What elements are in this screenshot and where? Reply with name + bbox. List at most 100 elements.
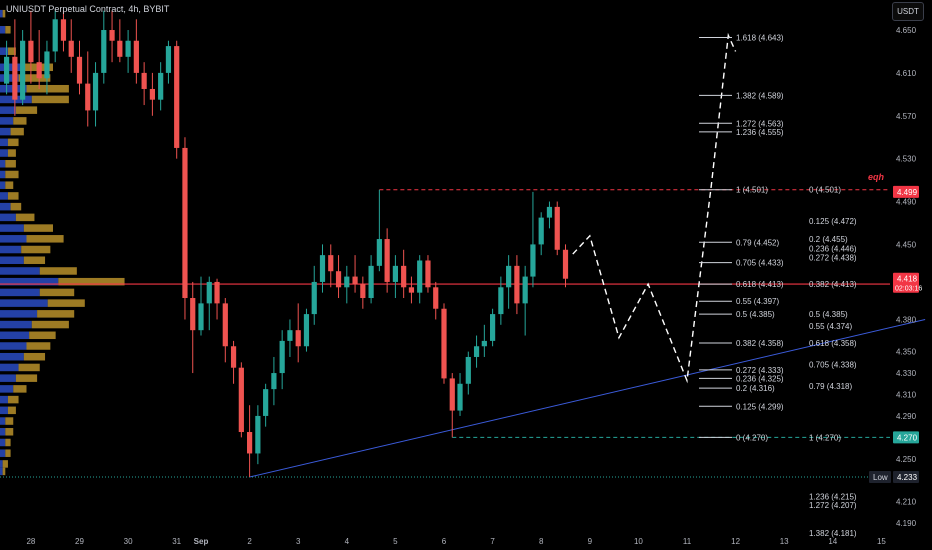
x-axis-tick-label: 2 xyxy=(247,537,252,546)
y-axis-tick-label: 4.610 xyxy=(896,69,917,78)
candle-body xyxy=(481,340,487,347)
candle-body xyxy=(247,432,253,454)
candle-body xyxy=(401,265,407,288)
volume-profile-buy-bar xyxy=(0,428,6,436)
volume-profile-buy-bar xyxy=(0,138,8,147)
candle-body xyxy=(68,40,74,57)
candle-body xyxy=(311,281,317,315)
candle-body xyxy=(328,255,334,272)
x-axis-tick-label: 9 xyxy=(588,537,593,546)
candle-body xyxy=(4,56,10,84)
fib-level-label: 0 (4.501) xyxy=(809,186,841,195)
candle-body xyxy=(498,287,504,315)
fib-level-label: 0.55 (4.397) xyxy=(736,297,779,306)
fib-level-label: 0.382 (4.358) xyxy=(736,339,784,348)
volume-profile-sell-bar xyxy=(18,363,40,372)
candle-body xyxy=(295,330,301,347)
y-axis-tick-label: 4.290 xyxy=(896,412,917,421)
price-label-text: 4.418 xyxy=(897,275,918,284)
volume-profile-buy-bar xyxy=(0,170,6,179)
y-axis-tick-label: 4.310 xyxy=(896,390,917,399)
fib-level-label: 1 (4.270) xyxy=(809,433,841,442)
candle-body xyxy=(190,298,196,331)
candle-body xyxy=(473,346,480,357)
fib-level-label: 0 (4.270) xyxy=(736,433,768,442)
candle-body xyxy=(52,19,58,52)
volume-profile-buy-bar xyxy=(0,106,16,114)
candle-body xyxy=(352,276,358,285)
candle-body xyxy=(408,287,415,293)
fib-level-label: 0.79 (4.318) xyxy=(809,382,852,391)
volume-profile-buy-bar xyxy=(0,288,40,297)
volume-profile-sell-bar xyxy=(7,395,19,404)
candle-body xyxy=(101,30,107,73)
x-axis-tick-label: 29 xyxy=(75,537,84,546)
volume-profile-buy-bar xyxy=(0,374,16,382)
x-axis-tick-label: 30 xyxy=(124,537,133,546)
candle-body xyxy=(222,303,228,347)
volume-profile-buy-bar xyxy=(0,449,6,457)
volume-profile-buy-bar xyxy=(0,256,24,264)
volume-profile-buy-bar xyxy=(0,160,6,168)
volume-profile-sell-bar xyxy=(2,9,6,18)
volume-profile-buy-bar xyxy=(0,149,8,157)
candle-body xyxy=(158,72,164,100)
x-axis-tick-label: 28 xyxy=(26,537,35,546)
y-axis-tick-label: 4.190 xyxy=(896,519,917,528)
candle-body xyxy=(465,356,471,384)
fib-level-label: 0.382 (4.413) xyxy=(809,280,857,289)
volume-profile-sell-bar xyxy=(7,406,16,415)
y-axis-tick-label: 4.330 xyxy=(896,369,917,378)
price-label-badge xyxy=(893,471,919,484)
volume-profile-buy-bar xyxy=(0,460,3,468)
volume-profile-buy-bar xyxy=(0,117,14,125)
x-axis-tick-label: 10 xyxy=(634,537,643,546)
volume-profile-buy-bar xyxy=(0,26,6,34)
trend-line xyxy=(249,318,926,478)
volume-profile-buy-bar xyxy=(0,310,38,318)
currency-button[interactable]: USDT xyxy=(892,2,924,21)
projection-path xyxy=(572,32,737,384)
symbol-title: UNIUSDT Perpetual Contract, 4h, BYBIT xyxy=(6,4,170,14)
candle-body xyxy=(263,389,269,416)
candle-body xyxy=(60,19,67,41)
fib-level-label: 0.2 (4.316) xyxy=(736,384,775,393)
volume-profile-buy-bar xyxy=(0,342,27,350)
candle-body xyxy=(20,40,26,100)
y-axis-tick-label: 4.490 xyxy=(896,198,917,207)
volume-profile-buy-bar xyxy=(0,385,14,393)
candle-body xyxy=(514,265,520,304)
volume-profile-sell-bar xyxy=(15,374,38,382)
low-tag-badge xyxy=(869,471,891,484)
x-axis-tick-label: 3 xyxy=(296,537,301,546)
candle-body xyxy=(384,239,390,282)
candle-body xyxy=(141,72,147,89)
volume-profile-buy-bar xyxy=(0,363,19,372)
y-axis-tick-label: 4.380 xyxy=(896,315,917,324)
volume-profile-sell-bar xyxy=(5,417,14,425)
candle-body xyxy=(279,340,285,374)
candle-body xyxy=(522,276,528,304)
volume-profile-buy-bar xyxy=(0,277,59,286)
volume-profile-buy-bar xyxy=(0,438,6,447)
candle-body xyxy=(28,40,34,63)
candle-body xyxy=(12,56,18,100)
volume-profile-sell-bar xyxy=(7,138,19,147)
volume-profile-sell-bar xyxy=(39,288,75,297)
y-axis-tick-label: 4.450 xyxy=(896,240,917,249)
candle-body xyxy=(368,265,374,299)
fib-level-label: 1.272 (4.207) xyxy=(809,501,857,510)
candle-body xyxy=(392,265,398,282)
candle-body xyxy=(165,46,172,73)
y-axis-tick-label: 4.530 xyxy=(896,155,917,164)
candle-body xyxy=(376,239,382,266)
volume-profile-sell-bar xyxy=(2,467,6,476)
volume-profile-buy-bar xyxy=(0,299,48,307)
volume-profile-sell-bar xyxy=(15,106,38,114)
volume-profile-buy-bar xyxy=(0,406,8,415)
volume-profile-sell-bar xyxy=(2,460,8,468)
volume-profile-sell-bar xyxy=(5,449,11,457)
candle-body xyxy=(287,330,293,341)
fib-level-label: 0.236 (4.325) xyxy=(736,374,784,383)
